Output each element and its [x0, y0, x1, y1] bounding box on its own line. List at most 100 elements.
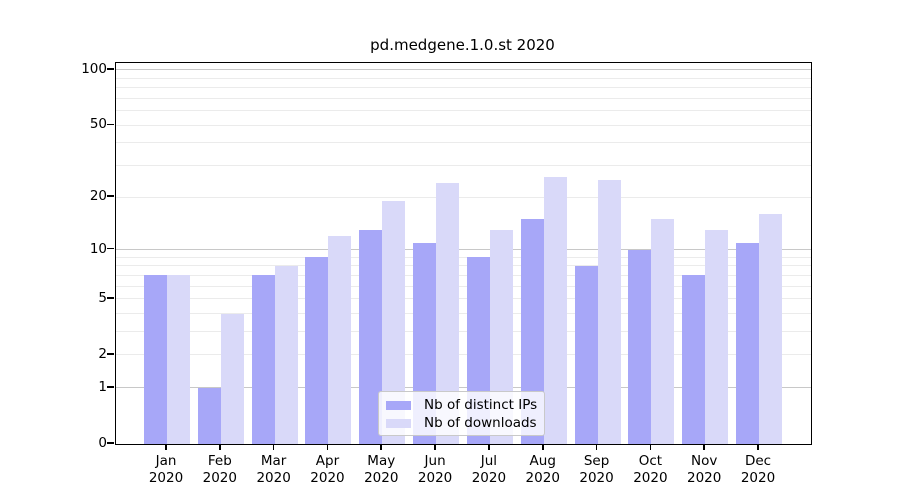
x-tick-label-aug: Aug 2020 — [513, 453, 573, 486]
x-tick-apr — [326, 443, 329, 450]
gridline-major-100 — [116, 69, 811, 71]
month-label: Jan — [155, 453, 177, 469]
x-tick-sep — [595, 443, 598, 450]
bar-sep-downloads — [597, 179, 621, 444]
x-tick-jul — [488, 443, 490, 450]
x-tick-label-jun: Jun 2020 — [405, 453, 465, 486]
gridline-minor-90 — [116, 77, 811, 79]
bar-may-distinct-ips — [359, 230, 383, 444]
x-tick-feb — [219, 443, 221, 450]
month-label: Oct — [638, 453, 663, 469]
month-label: Jul — [480, 453, 498, 469]
year-label: 2020 — [148, 469, 184, 486]
x-tick-label-jan: Jan 2020 — [136, 453, 196, 486]
bar-apr-distinct-ips — [305, 257, 329, 444]
y-tick-10 — [107, 247, 114, 250]
month-label: Mar — [260, 453, 287, 469]
x-tick-mar — [272, 443, 275, 450]
legend: Nb of distinct IPs Nb of downloads — [378, 391, 545, 436]
y-tick-label-1: 1 — [98, 378, 107, 395]
x-tick-label-jul: Jul 2020 — [459, 453, 519, 486]
month-label: Apr — [315, 453, 340, 469]
bar-nov-downloads — [705, 230, 729, 444]
x-tick-label-feb: Feb 2020 — [190, 453, 250, 486]
x-tick-label-dec: Dec 2020 — [728, 453, 788, 486]
month-label: May — [367, 453, 396, 469]
bar-mar-distinct-ips — [251, 275, 275, 444]
year-label: 2020 — [417, 469, 453, 486]
gridline-major-10 — [116, 249, 811, 251]
gridline-minor-7 — [116, 274, 811, 276]
y-tick-20 — [107, 195, 114, 198]
legend-row-distinct-ips: Nb of distinct IPs — [386, 396, 544, 414]
legend-label-distinct-ips: Nb of distinct IPs — [424, 397, 538, 413]
gridline-minor-9 — [116, 256, 811, 258]
year-label: 2020 — [525, 469, 560, 486]
gridline-minor-8 — [116, 265, 811, 267]
y-tick-100 — [107, 68, 114, 70]
year-label: 2020 — [740, 469, 776, 486]
bar-jun-downloads — [436, 183, 460, 444]
gridline-minor-80 — [116, 87, 811, 89]
bar-oct-distinct-ips — [628, 249, 652, 444]
bar-nov-distinct-ips — [682, 275, 706, 444]
bar-dec-distinct-ips — [736, 242, 760, 444]
x-tick-dec — [757, 443, 759, 450]
year-label: 2020 — [202, 469, 237, 486]
y-tick-label-2: 2 — [98, 345, 107, 362]
bar-jul-downloads — [489, 230, 513, 444]
year-label: 2020 — [633, 469, 668, 486]
month-label: Jun — [424, 453, 446, 469]
bar-mar-downloads — [274, 265, 298, 444]
month-label: Nov — [691, 453, 718, 469]
bar-sep-distinct-ips — [574, 265, 598, 444]
x-tick-label-oct: Oct 2020 — [620, 453, 680, 486]
bar-aug-downloads — [543, 176, 567, 444]
gridline-minor-6 — [116, 285, 811, 287]
x-tick-jun — [434, 443, 436, 450]
x-tick-may — [380, 443, 383, 450]
year-label: 2020 — [579, 469, 614, 486]
bar-jan-downloads — [167, 275, 190, 444]
legend-row-downloads: Nb of downloads — [386, 414, 544, 432]
x-tick-label-mar: Mar 2020 — [244, 453, 304, 486]
gridline-minor-5 — [116, 298, 811, 300]
x-tick-aug — [541, 443, 544, 450]
legend-swatch-downloads — [386, 418, 411, 428]
y-tick-label-5: 5 — [98, 289, 107, 306]
gridline-minor-40 — [116, 142, 811, 144]
y-tick-label-50: 50 — [89, 116, 107, 133]
gridline-minor-60 — [116, 110, 811, 112]
gridline-minor-2 — [116, 354, 811, 356]
y-tick-label-0: 0 — [98, 435, 107, 451]
bar-jan-distinct-ips — [144, 275, 167, 444]
bar-aug-distinct-ips — [520, 219, 544, 444]
month-label: Aug — [529, 453, 556, 469]
bar-dec-downloads — [759, 214, 783, 444]
plot-area — [115, 62, 812, 445]
y-tick-50 — [107, 123, 114, 126]
gridline-minor-70 — [116, 97, 811, 99]
month-label: Feb — [207, 453, 232, 469]
y-tick-label-20: 20 — [89, 188, 107, 205]
y-tick-2 — [107, 353, 114, 355]
x-tick-label-sep: Sep 2020 — [567, 453, 627, 486]
x-tick-nov — [703, 443, 705, 450]
bar-oct-downloads — [651, 219, 675, 444]
year-label: 2020 — [471, 469, 507, 486]
gridline-major-1 — [116, 387, 811, 389]
legend-swatch-distinct-ips — [386, 400, 411, 410]
year-label: 2020 — [687, 469, 722, 486]
gridline-minor-30 — [116, 165, 811, 167]
y-tick-label-10: 10 — [89, 240, 107, 257]
chart-title: pd.medgene.1.0.st 2020 — [370, 36, 555, 54]
gridline-minor-50 — [116, 124, 811, 126]
x-tick-oct — [649, 443, 652, 450]
plot-canvas — [116, 63, 811, 444]
month-label: Sep — [583, 453, 610, 469]
gridline-minor-3 — [116, 331, 811, 333]
year-label: 2020 — [310, 469, 345, 486]
y-tick-0 — [107, 442, 114, 444]
x-tick-label-nov: Nov 2020 — [674, 453, 734, 486]
